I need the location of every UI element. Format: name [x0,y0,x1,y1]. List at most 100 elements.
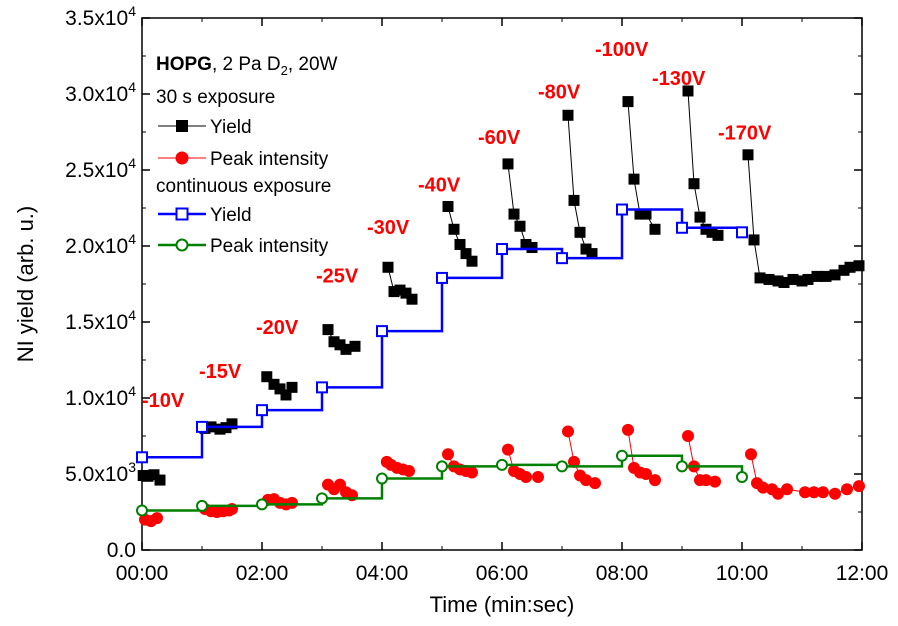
series-3 [136,449,748,517]
data-point [442,200,454,212]
x-tick-label: 12:00 [836,562,889,585]
data-point [580,243,592,255]
legend-sample: HOPG, 2 Pa D2, 20W [156,54,338,78]
data-point [568,194,580,206]
data-point [508,208,520,220]
data-point [820,270,832,282]
data-point [574,226,586,238]
data-point [745,448,757,461]
y-tick-exponent: 3 [128,459,136,475]
data-point [748,234,760,246]
data-point [376,325,388,338]
data-point [556,460,568,473]
axis-ticks: 00:00 02:00 04:00 06:00 08:00 10:00 12:00 0.0 5.… [65,3,888,585]
data-point [142,470,154,482]
data-point [520,238,532,250]
data-point [838,264,850,276]
voltage-label: -130V [652,68,706,90]
data-point [700,474,712,487]
y-tick-exponent: 4 [128,231,136,247]
data-point [286,496,298,509]
series-1 [139,423,865,528]
data-point [628,173,640,185]
legend-group-1: 30 s exposure [156,87,275,108]
data-point [640,468,652,480]
voltage-label: -15V [199,361,242,383]
data-point [589,477,601,490]
data-point [649,223,661,235]
data-point [406,293,418,305]
y-tick-label: 1.0x104 [65,383,136,410]
data-point [466,466,478,479]
data-point [844,261,856,273]
legend-sample-bold: HOPG [156,54,212,75]
data-point [700,223,712,235]
data-point [706,226,718,238]
data-point [817,486,829,499]
legend-marker-filled-square [176,120,188,132]
legend-group-2: continuous exposure [156,176,331,197]
data-point [214,423,226,435]
legend-marker-filled-circle [175,151,189,165]
data-point [829,487,841,500]
legend: HOPG, 2 Pa D2, 20W 30 s exposure Yield P… [156,54,338,257]
data-point [829,269,841,281]
legend-sample-a: , 2 Pa D [212,54,281,75]
data-point [853,260,865,272]
y-tick-exponent: 4 [128,307,136,323]
data-point [256,498,268,511]
data-point [436,271,448,284]
data-point [754,272,766,284]
data-point [778,276,790,288]
y-tick-exponent: 4 [128,3,136,19]
x-tick-label: 00:00 [116,562,169,585]
data-point [796,275,808,287]
voltage-label: -20V [256,317,299,339]
voltage-label: -25V [316,265,359,287]
data-point [334,339,346,351]
y-tick-label: 2.5x104 [65,155,136,182]
data-point [562,109,574,121]
y-tick-label: 3.5x104 [65,3,136,30]
y-tick-label: 2.0x104 [65,231,136,258]
data-point [580,474,592,487]
data-point [736,471,748,484]
legend-sample-b: , 20W [288,54,338,75]
data-point [286,381,298,393]
x-tick-label: 06:00 [476,562,529,585]
data-point [841,483,853,496]
data-point [226,418,238,430]
data-point [787,273,799,285]
y-tick-label: 1.5x104 [65,307,136,334]
data-point [562,425,574,438]
data-point [448,223,460,235]
legend-marker-open-circle [175,238,189,252]
data-point [460,248,472,260]
data-point [496,458,508,471]
data-point [616,449,628,462]
y-tick-mantissa: 2.5x10 [65,159,128,182]
data-point [802,273,814,285]
data-point [442,448,454,461]
data-point [694,211,706,223]
data-point [586,248,598,260]
data-point [853,480,865,493]
data-point [466,255,478,267]
y-tick-label: 5.0x103 [65,459,136,486]
data-point [154,474,166,486]
y-tick-mantissa: 2.0x10 [65,235,128,258]
data-point [763,273,775,285]
y-tick-mantissa: 5.0x10 [65,463,128,486]
data-point [808,486,820,499]
data-point [454,238,466,250]
data-point [811,270,823,282]
x-tick-label: 08:00 [596,562,649,585]
data-point [436,460,448,473]
data-point [640,208,652,220]
data-point [568,455,580,468]
legend-sample-sub: 2 [281,63,288,78]
series-line [507,163,533,248]
data-point [136,451,148,464]
data-point [622,96,634,108]
